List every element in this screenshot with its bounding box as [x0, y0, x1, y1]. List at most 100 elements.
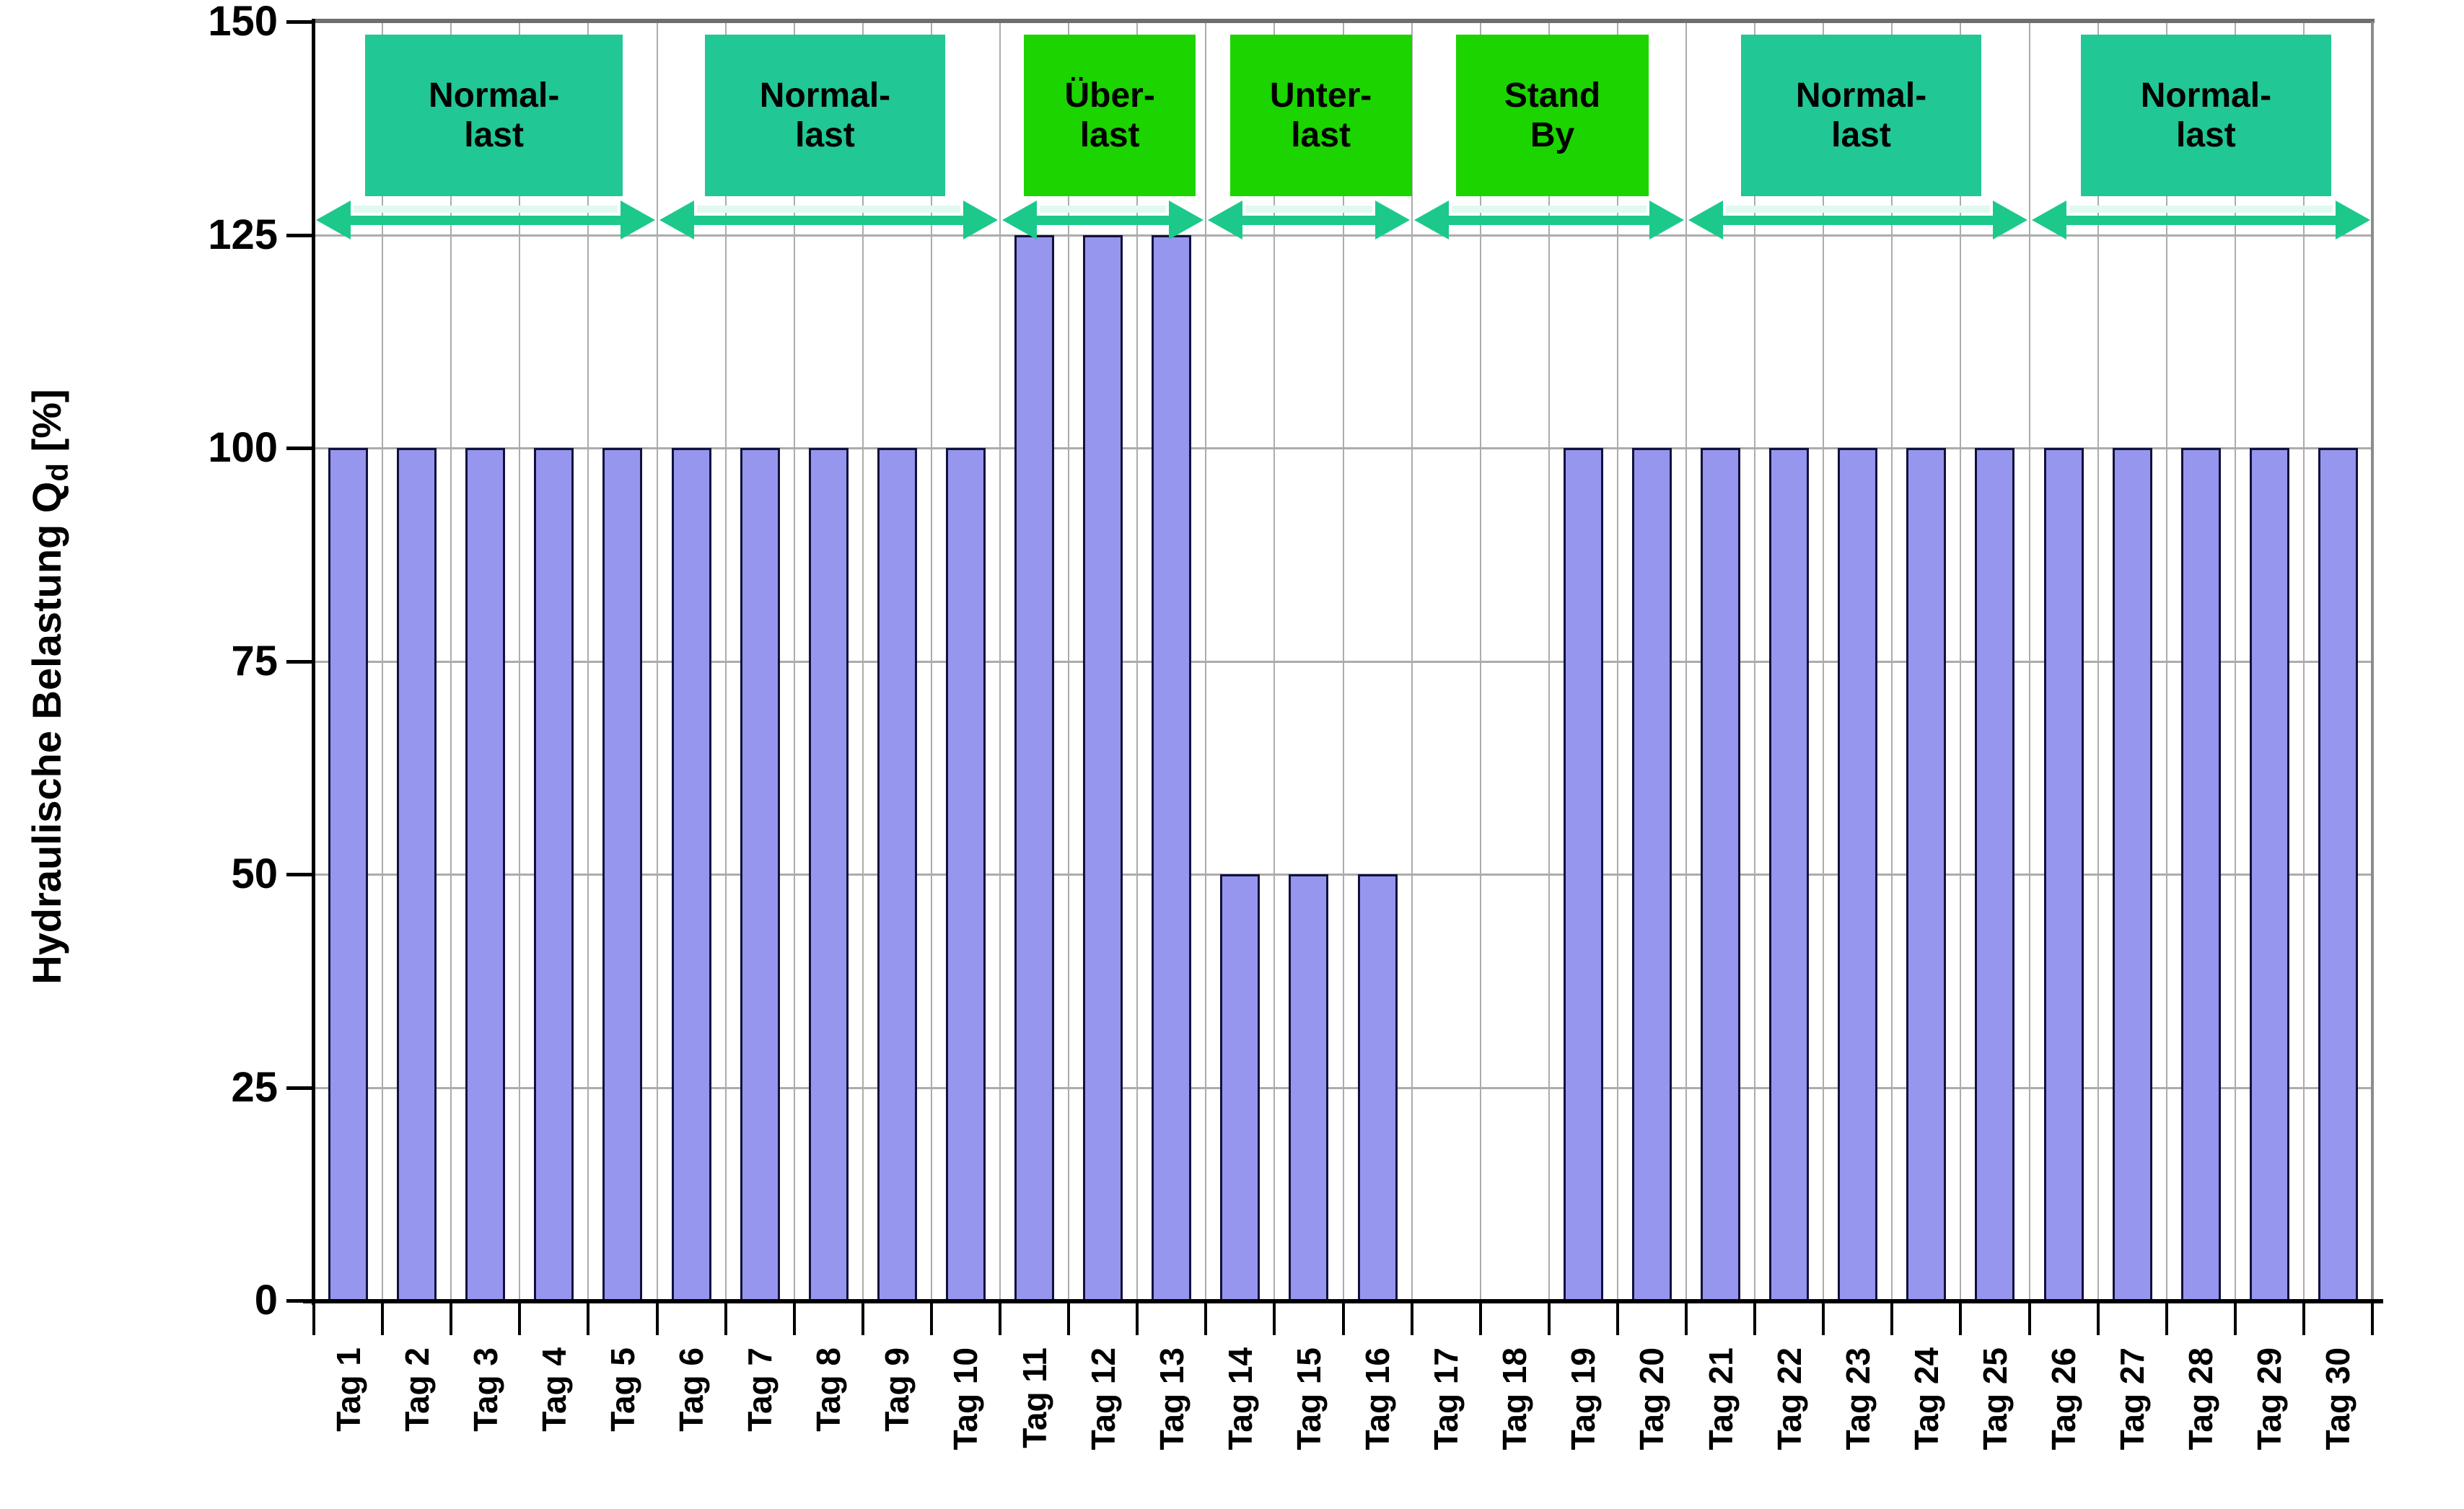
- arrow-left-head: [1002, 201, 1037, 239]
- x-tick-label-tag-12: Tag 12: [1084, 1347, 1122, 1451]
- arrow-left-head: [1208, 201, 1243, 239]
- phase-label-line1: Normal-: [1795, 76, 1927, 115]
- y-axis-title-main: Hydraulische Belastung Q: [24, 481, 69, 985]
- phase-arrow-shaft: [686, 216, 970, 225]
- bar-tag-2: [397, 448, 437, 1301]
- y-tick-label-125: 125: [208, 211, 278, 258]
- arrow-left-head: [1688, 201, 1723, 239]
- v-gridline-day-3: [519, 22, 521, 1301]
- x-tick-day-14: [1273, 1301, 1276, 1335]
- phase-label-line1: Normal-: [428, 76, 560, 115]
- phase-box-6-normal-last: Normal-last: [1741, 35, 1981, 196]
- phase-arrow-halo: [696, 206, 960, 213]
- bar-tag-28: [2180, 448, 2221, 1301]
- bar-tag-14: [1220, 874, 1261, 1301]
- bar-tag-7: [740, 448, 780, 1301]
- y-tick-label-75: 75: [231, 637, 278, 685]
- y-tick-label-0: 0: [254, 1277, 278, 1324]
- x-tick-label-tag-18: Tag 18: [1496, 1347, 1534, 1451]
- x-tick-day-29: [2302, 1301, 2305, 1335]
- y-axis-title: Hydraulische Belastung Qd [%]: [24, 247, 74, 1127]
- x-tick-label-tag-27: Tag 27: [2113, 1347, 2152, 1451]
- x-tick-label-tag-5: Tag 5: [603, 1347, 641, 1432]
- v-gridline-day-4: [587, 22, 589, 1301]
- x-tick-label-tag-19: Tag 19: [1564, 1347, 1603, 1451]
- y-tick-label-50: 50: [231, 850, 278, 897]
- y-tick-150: [286, 20, 314, 24]
- x-tick-label-tag-22: Tag 22: [1770, 1347, 1808, 1451]
- y-tick-125: [286, 233, 314, 237]
- phase-arrow-shaft: [2059, 216, 2343, 225]
- phase-arrow-6: [1688, 201, 2027, 239]
- v-gridline-day-1: [382, 22, 384, 1301]
- x-tick-label-tag-20: Tag 20: [1633, 1347, 1671, 1451]
- x-tick-label-tag-13: Tag 13: [1152, 1347, 1191, 1451]
- y-tick-0: [286, 1299, 314, 1303]
- v-gridline-day-20: [1685, 22, 1687, 1301]
- bar-tag-21: [1701, 448, 1741, 1301]
- y-tick-100: [286, 446, 314, 450]
- arrow-left-head: [1413, 201, 1449, 239]
- x-tick-label-tag-23: Tag 23: [1838, 1347, 1877, 1451]
- x-tick-day-1: [381, 1301, 385, 1335]
- bar-tag-9: [877, 448, 917, 1301]
- bar-tag-30: [2318, 448, 2358, 1301]
- phase-arrow-halo: [1040, 206, 1167, 213]
- bar-tag-20: [1631, 448, 1672, 1301]
- v-gridline-day-21: [1754, 22, 1756, 1301]
- x-tick-day-16: [1410, 1301, 1413, 1335]
- x-tick-label-tag-29: Tag 29: [2250, 1347, 2289, 1451]
- x-tick-day-6: [724, 1301, 727, 1335]
- phase-label-line2: By: [1530, 116, 1575, 154]
- v-gridline-day-11: [1068, 22, 1070, 1301]
- x-tick-day-23: [1890, 1301, 1894, 1335]
- x-tick-label-tag-26: Tag 26: [2045, 1347, 2083, 1451]
- phase-label-line2: last: [795, 116, 855, 154]
- phase-box-5-standby: Stand By: [1456, 35, 1649, 196]
- bar-tag-11: [1014, 234, 1055, 1301]
- v-gridline-day-10: [999, 22, 1001, 1301]
- x-tick-day-10: [999, 1301, 1001, 1335]
- v-gridline-day-22: [1823, 22, 1825, 1301]
- phase-box-3--ber-last: Über-last: [1024, 35, 1196, 196]
- v-gridline-day-6: [724, 22, 727, 1301]
- x-tick-day-21: [1753, 1301, 1757, 1335]
- bar-tag-4: [534, 448, 574, 1301]
- y-tick-50: [286, 873, 314, 876]
- phase-label-line1: Über-: [1064, 76, 1155, 115]
- phase-arrow-5: [1413, 201, 1684, 239]
- arrow-right-head: [620, 201, 655, 239]
- x-tick-day-12: [1136, 1301, 1139, 1335]
- v-gridline-day-12: [1136, 22, 1139, 1301]
- x-tick-day-8: [861, 1301, 864, 1335]
- x-tick-day-19: [1615, 1301, 1619, 1335]
- x-tick-day-18: [1547, 1301, 1551, 1335]
- x-tick-label-tag-10: Tag 10: [947, 1347, 985, 1451]
- phase-label-line2: last: [1079, 116, 1140, 154]
- x-tick-label-tag-6: Tag 6: [672, 1347, 711, 1432]
- arrow-right-head: [1375, 201, 1410, 239]
- v-gridline-day-19: [1616, 22, 1618, 1301]
- y-axis-title-unit: [%]: [24, 389, 69, 463]
- x-tick-day-30: [2371, 1301, 2374, 1335]
- x-tick-day-2: [450, 1301, 453, 1335]
- phase-arrow-shaft: [1030, 216, 1177, 225]
- phase-arrow-shaft: [1716, 216, 2000, 225]
- x-tick-label-tag-11: Tag 11: [1015, 1347, 1053, 1448]
- x-tick-day-11: [1067, 1301, 1071, 1335]
- bar-tag-3: [465, 448, 506, 1301]
- phase-arrow-halo: [1245, 206, 1372, 213]
- x-tick-day-24: [1959, 1301, 1963, 1335]
- x-tick-day-27: [2165, 1301, 2168, 1335]
- phase-arrow-2: [659, 201, 998, 239]
- phase-arrow-shaft: [1235, 216, 1382, 225]
- y-tick-label-150: 150: [208, 0, 278, 45]
- phase-arrow-1: [316, 201, 655, 239]
- x-tick-label-tag-4: Tag 4: [535, 1347, 573, 1432]
- x-tick-label-tag-7: Tag 7: [741, 1347, 779, 1432]
- y-tick-label-25: 25: [231, 1063, 278, 1111]
- arrow-right-head: [1649, 201, 1684, 239]
- v-gridline-day-26: [2097, 22, 2099, 1301]
